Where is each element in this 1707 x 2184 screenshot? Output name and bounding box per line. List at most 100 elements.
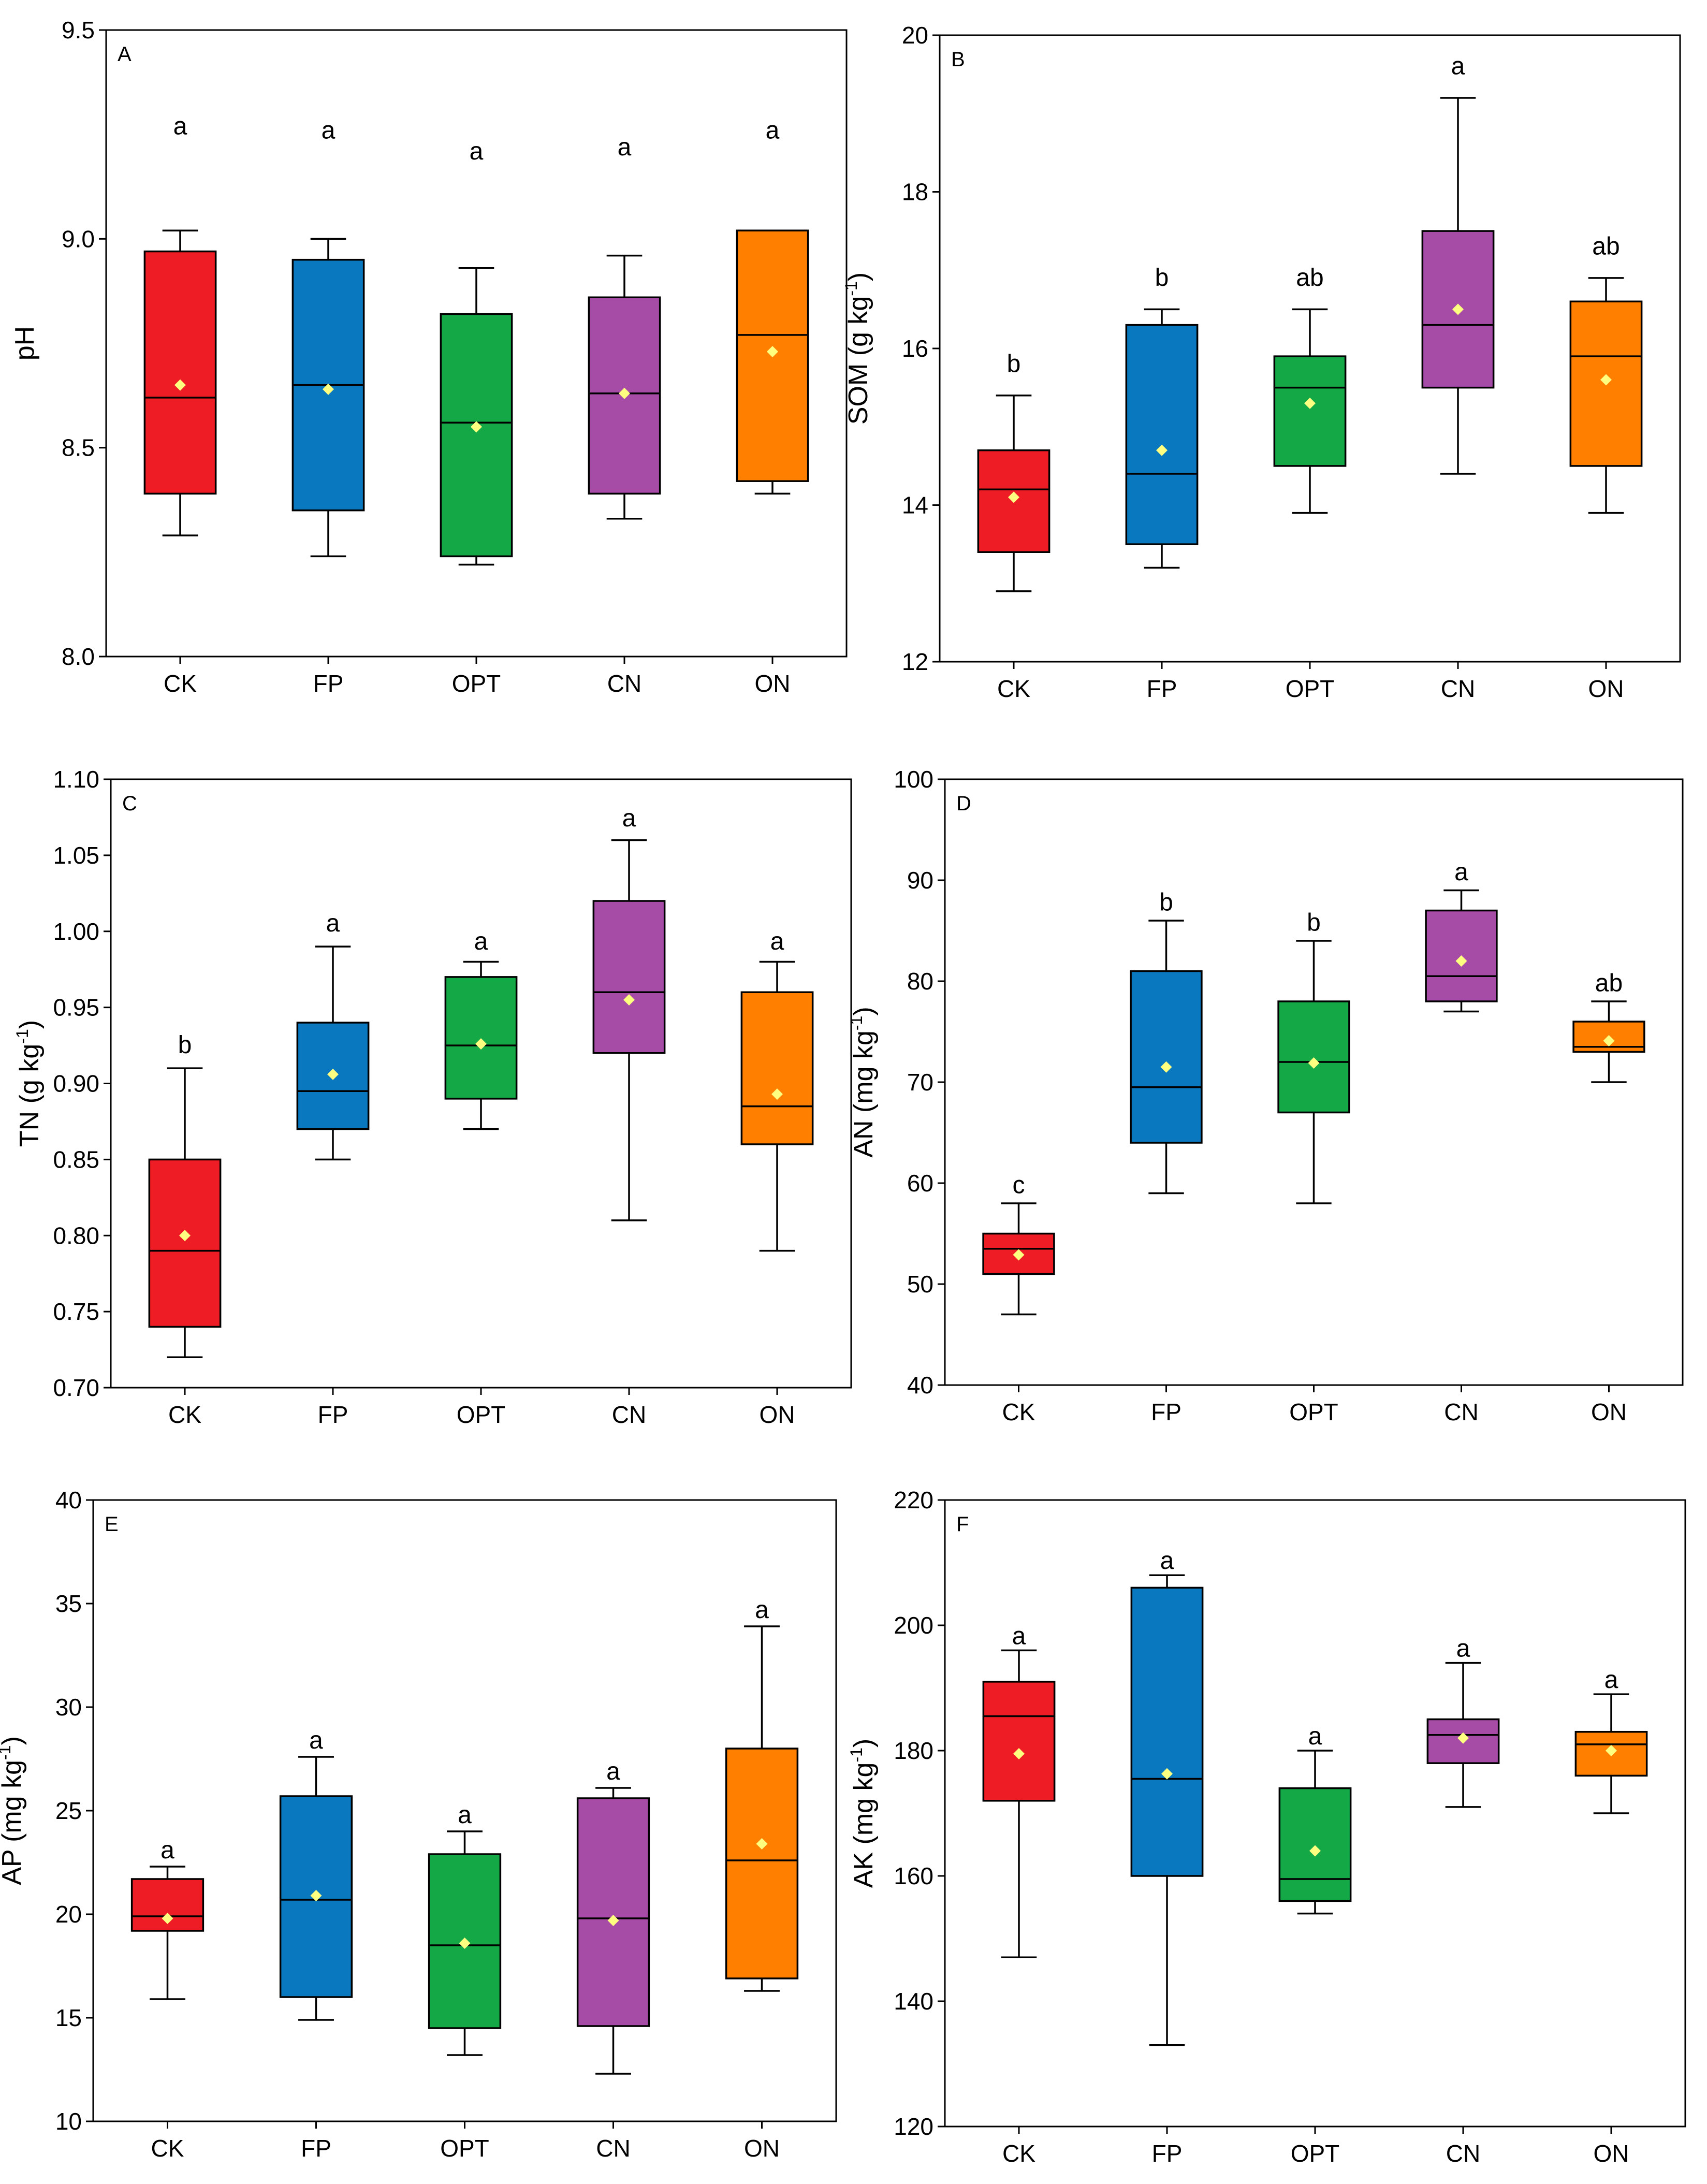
y-tick-label: 90: [907, 867, 933, 894]
y-axis-title-superscript: -1: [847, 1016, 866, 1030]
y-tick-label: 1.00: [53, 918, 99, 945]
y-axis-title-superscript: -1: [0, 1745, 14, 1760]
mean-marker-on: [1603, 1035, 1615, 1047]
y-tick-label: 70: [907, 1069, 933, 1096]
significance-letter-cn: a: [618, 134, 632, 161]
box-on: [1569, 300, 1643, 467]
mean-marker-opt: [1309, 1845, 1321, 1857]
x-tick-label-fp: FP: [313, 670, 344, 697]
y-axis-title-close: ): [14, 1020, 45, 1029]
x-tick-label-opt: OPT: [440, 2135, 489, 2162]
x-tick-label-opt: OPT: [457, 1401, 506, 1428]
y-tick-label: 200: [894, 1612, 933, 1639]
y-tick-label: 0.85: [53, 1146, 99, 1173]
x-tick-label-opt: OPT: [1289, 1399, 1338, 1425]
mean-marker-cn: [1457, 1732, 1469, 1744]
y-axis-title-text: AN (mg kg: [849, 1030, 879, 1158]
box-cn: [592, 900, 666, 1054]
mean-marker-ck: [174, 379, 186, 391]
y-tick-label: 40: [55, 1487, 82, 1513]
y-axis-title: AP (mg kg-1): [0, 1736, 27, 1885]
y-tick-label: 0.95: [53, 994, 99, 1021]
significance-letter-on: a: [766, 117, 780, 144]
x-tick-label-on: ON: [1591, 1399, 1627, 1425]
y-tick-label: 140: [894, 1988, 933, 2015]
mean-marker-ck: [1013, 1249, 1025, 1261]
mean-marker-on: [1600, 374, 1612, 386]
y-tick-label: 0.90: [53, 1070, 99, 1097]
y-tick-label: 0.80: [53, 1222, 99, 1249]
significance-letter-fp: a: [1160, 1547, 1174, 1575]
mean-marker-on: [767, 346, 778, 358]
mean-marker-on: [1606, 1745, 1617, 1756]
x-tick-label-ck: CK: [997, 675, 1030, 702]
significance-letter-ck: b: [178, 1031, 192, 1059]
box-opt: [444, 976, 518, 1100]
y-axis-title-text: pH: [10, 326, 40, 360]
box-opt: [1277, 1000, 1350, 1114]
box-on: [740, 991, 814, 1145]
significance-letter-ck: b: [1007, 350, 1021, 377]
y-tick-label: 50: [907, 1271, 933, 1298]
mean-marker-fp: [1160, 1061, 1172, 1073]
y-axis-title-close: ): [0, 1736, 27, 1745]
significance-letter-ck: c: [1013, 1172, 1025, 1199]
significance-letter-ck: a: [1012, 1622, 1026, 1650]
significance-letter-ck: a: [161, 1837, 174, 1864]
x-tick-label-cn: CN: [1446, 2140, 1480, 2167]
mean-marker-fp: [323, 383, 334, 395]
mean-marker-opt: [1304, 397, 1316, 409]
mean-marker-ck: [1013, 1748, 1025, 1760]
y-tick-label: 20: [902, 22, 928, 49]
x-tick-label-cn: CN: [1441, 675, 1475, 702]
significance-letter-opt: a: [458, 1801, 472, 1829]
x-tick-label-cn: CN: [612, 1401, 646, 1428]
panel-letter: A: [118, 43, 132, 66]
x-tick-label-opt: OPT: [1291, 2140, 1340, 2167]
mean-marker-cn: [619, 387, 630, 399]
box-ck: [148, 1158, 222, 1328]
mean-marker-cn: [607, 1915, 619, 1926]
box-fp: [1130, 1586, 1204, 1877]
x-tick-label-fp: FP: [318, 1401, 348, 1428]
mean-marker-opt: [459, 1938, 471, 1949]
y-tick-label: 10: [55, 2108, 82, 2135]
y-tick-label: 220: [894, 1487, 933, 1513]
x-tick-label-ck: CK: [168, 1401, 201, 1428]
box-opt: [440, 313, 513, 558]
x-tick-label-cn: CN: [607, 670, 641, 697]
significance-letter-fp: a: [326, 910, 340, 937]
box-ck: [982, 1232, 1055, 1275]
y-tick-label: 15: [55, 2004, 82, 2031]
significance-letter-on: ab: [1592, 233, 1620, 260]
y-tick-label: 40: [907, 1372, 933, 1399]
box-fp: [1125, 324, 1199, 545]
panel-letter: E: [105, 1513, 119, 1536]
significance-letter-cn: a: [1456, 1635, 1470, 1663]
significance-letter-cn: a: [606, 1758, 620, 1785]
box-fp: [1130, 970, 1203, 1144]
y-tick-label: 9.5: [62, 17, 95, 43]
x-tick-label-on: ON: [760, 1401, 795, 1428]
x-tick-label-fp: FP: [1151, 1399, 1181, 1425]
y-tick-label: 80: [907, 968, 933, 995]
significance-letter-fp: a: [309, 1727, 323, 1754]
y-tick-label: 120: [894, 2113, 933, 2140]
y-axis-title: SOM (g kg-1): [842, 272, 873, 425]
significance-letter-cn: a: [1454, 858, 1468, 886]
significance-letter-cn: a: [622, 805, 636, 832]
mean-marker-ck: [179, 1230, 191, 1242]
box-ck: [143, 250, 217, 495]
mean-marker-ck: [162, 1913, 173, 1924]
x-tick-label-fp: FP: [1147, 675, 1177, 702]
mean-marker-cn: [623, 994, 635, 1006]
y-axis-title-close: ): [849, 1007, 879, 1015]
panel-B: 12 14 16 18 20 SOM (g kg-1) B CK b FP b OPT ab CN a ON a…: [842, 22, 1681, 702]
y-axis-title-superscript: -1: [842, 281, 860, 296]
mean-marker-fp: [327, 1068, 339, 1080]
y-axis-title-close: ): [849, 1739, 879, 1748]
y-axis-title-text: AK (mg kg: [849, 1763, 879, 1888]
y-tick-label: 1.10: [53, 766, 99, 793]
y-tick-label: 8.5: [62, 434, 95, 461]
y-tick-label: 0.75: [53, 1298, 99, 1325]
